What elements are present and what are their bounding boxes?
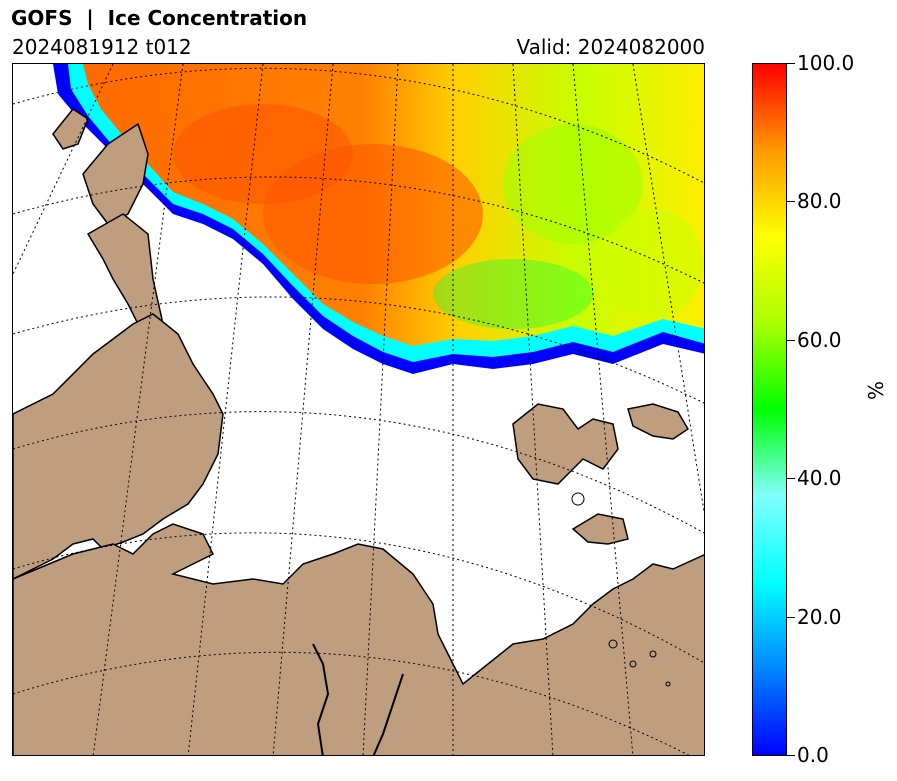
rivers <box>312 643 404 755</box>
land-masses <box>13 107 704 755</box>
colorbar-label: 0.0 <box>797 743 829 767</box>
map-canvas <box>13 64 704 755</box>
colorbar-label: 40.0 <box>797 466 842 490</box>
colorbar-unit: % <box>864 380 888 400</box>
colorbar-label: 60.0 <box>797 328 842 352</box>
valid-time-label: Valid: 2024082000 <box>516 35 705 59</box>
colorbar-tick <box>787 478 795 479</box>
colorbar <box>752 63 787 756</box>
colorbar-tick <box>787 63 795 64</box>
colorbar-tick <box>787 617 795 618</box>
map-title: GOFS | Ice Concentration <box>11 6 308 30</box>
colorbar-label: 80.0 <box>797 189 842 213</box>
graticule <box>13 64 704 755</box>
sea-ice-field <box>53 64 704 374</box>
ice-concentration-map[interactable] <box>12 63 705 756</box>
colorbar-label: 100.0 <box>797 51 855 75</box>
colorbar-tick <box>787 755 795 756</box>
colorbar-label: 20.0 <box>797 605 842 629</box>
colorbar-tick <box>787 201 795 202</box>
small-islands <box>571 492 671 687</box>
run-time-label: 2024081912 t012 <box>12 35 192 59</box>
colorbar-tick <box>787 340 795 341</box>
